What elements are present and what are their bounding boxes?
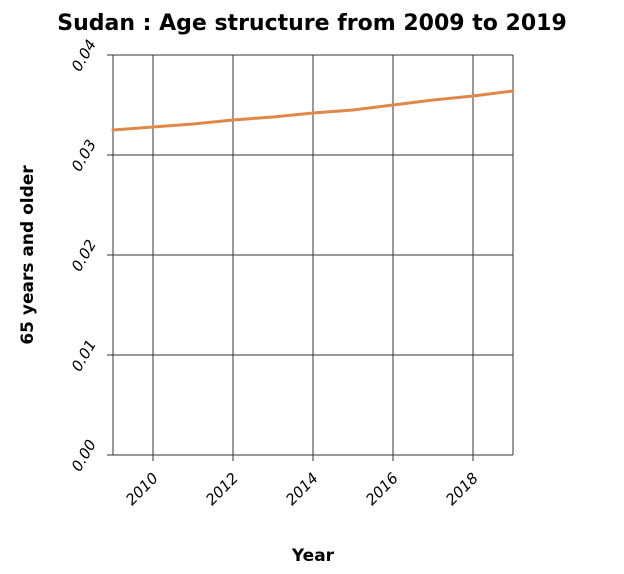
y-tick-label: 0.01 [68,337,100,375]
y-tick-label: 0.03 [68,137,100,175]
y-tick-label: 0.04 [68,37,100,75]
y-tick-label: 0.00 [68,437,100,475]
x-tick-label: 2012 [202,469,242,509]
y-axis-label: 65 years and older [18,165,38,345]
grid [112,54,514,456]
series-layer [111,89,515,132]
x-tick-label: 2018 [442,469,482,509]
x-tick-label: 2016 [362,469,402,509]
series-line [111,89,515,132]
x-tick-label: 2014 [282,469,322,509]
y-tick-label: 0.02 [68,237,100,275]
x-axis-label: Year [291,546,335,566]
x-tick-label: 2010 [122,469,162,509]
chart-title: Sudan : Age structure from 2009 to 2019 [57,11,567,36]
